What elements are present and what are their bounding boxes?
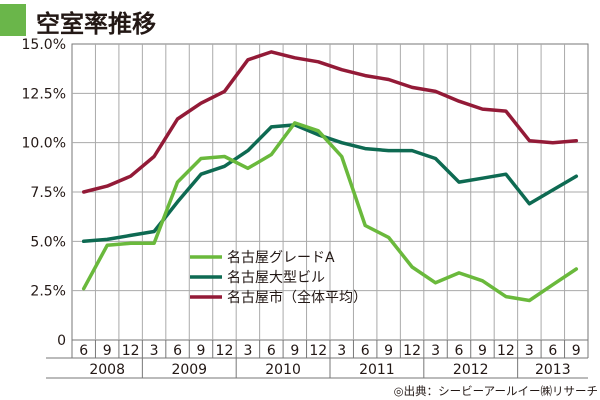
- chart-title: 空室率推移: [36, 10, 156, 38]
- x-tick-label-month: 12: [309, 343, 327, 359]
- x-tick-label-year: 2010: [265, 362, 301, 378]
- x-tick-label-month: 6: [173, 343, 182, 359]
- series-line-city-average: [81, 50, 579, 194]
- x-tick-label-month: 6: [79, 343, 88, 359]
- y-tick-label: 10.0%: [22, 136, 66, 152]
- y-tick-label: 7.5%: [30, 185, 66, 201]
- title-accent-bar: [0, 4, 26, 36]
- x-tick-label-year: 2013: [535, 362, 571, 378]
- x-tick-label-month: 3: [150, 343, 159, 359]
- y-tick-label: 15.0%: [22, 37, 66, 53]
- y-tick-label: 5.0%: [30, 234, 66, 250]
- y-tick-label: 2.5%: [30, 284, 66, 300]
- y-tick-label: 12.5%: [22, 86, 66, 102]
- x-tick-label-month: 9: [478, 343, 487, 359]
- x-tick-label-month: 9: [290, 343, 299, 359]
- x-tick-label-month: 9: [103, 343, 112, 359]
- grid-lines: [72, 44, 588, 340]
- x-tick-label-year: 2011: [359, 362, 395, 378]
- x-tick-label-year: 2009: [171, 362, 207, 378]
- x-tick-label-month: 3: [243, 343, 252, 359]
- legend-label-large-building: 名古屋大型ビル: [227, 270, 325, 286]
- x-tick-label-year: 2008: [89, 362, 125, 378]
- y-tick-label: 0: [57, 333, 66, 349]
- source-note: ◎出典：シービーアールイー㈱リサーチ: [394, 384, 598, 398]
- x-tick-label-month: 12: [403, 343, 421, 359]
- x-tick-label-month: 6: [361, 343, 370, 359]
- x-tick-label-month: 9: [197, 343, 206, 359]
- x-tick-label-month: 6: [267, 343, 276, 359]
- x-tick-label-month: 3: [337, 343, 346, 359]
- y-axis-ticks: 0 2.5% 5.0% 7.5% 10.0% 12.5% 15.0%: [22, 37, 66, 349]
- x-tick-label-month: 3: [431, 343, 440, 359]
- series-line-grade-a: [81, 121, 579, 303]
- legend: 名古屋グレードA 名古屋大型ビル 名古屋市（全体平均）: [190, 250, 367, 306]
- x-tick-label-month: 9: [572, 343, 581, 359]
- x-tick-label-month: 6: [548, 343, 557, 359]
- x-tick-label-month: 12: [216, 343, 234, 359]
- x-tick-label-month: 6: [455, 343, 464, 359]
- x-tick-label-month: 12: [497, 343, 515, 359]
- x-tick-label-month: 3: [525, 343, 534, 359]
- x-tick-label-year: 2012: [453, 362, 489, 378]
- series-lines: [81, 50, 579, 303]
- legend-label-city-average: 名古屋市（全体平均）: [227, 289, 367, 306]
- x-tick-label-month: 12: [122, 343, 140, 359]
- legend-label-grade-a: 名古屋グレードA: [227, 250, 335, 266]
- x-tick-label-month: 9: [384, 343, 393, 359]
